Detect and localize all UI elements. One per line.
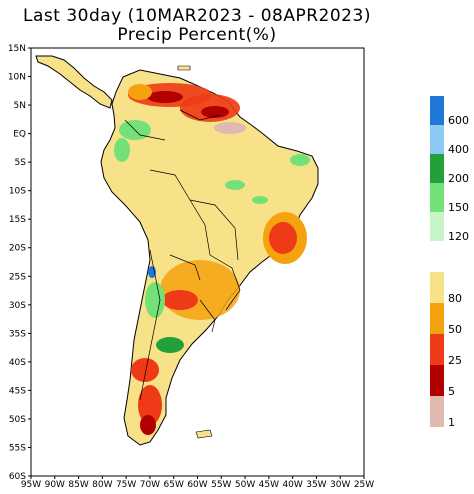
lat-label-30s: 30S bbox=[9, 301, 26, 311]
lon-label-40w: 40W bbox=[282, 480, 302, 490]
lon-label-75w: 75W bbox=[116, 480, 136, 490]
lat-label-45s: 45S bbox=[9, 386, 26, 396]
legend-label-200: 200 bbox=[448, 172, 469, 185]
legend-label-25: 25 bbox=[448, 354, 462, 367]
map-title-line2: Precip Percent(%) bbox=[117, 25, 277, 45]
lon-label-70w: 70W bbox=[140, 480, 160, 490]
lat-label-35s: 35S bbox=[9, 329, 26, 339]
legend-label-120: 120 bbox=[448, 230, 469, 243]
legend-label-80: 80 bbox=[448, 292, 462, 305]
precip-shading bbox=[114, 83, 310, 435]
lat-label-15n: 15N bbox=[8, 44, 26, 54]
lon-label-65w: 65W bbox=[164, 480, 184, 490]
lon-label-95w: 95W bbox=[21, 480, 41, 490]
lat-label-5n: 5N bbox=[14, 101, 26, 111]
lat-label-eq: EQ bbox=[13, 130, 26, 140]
lat-label-5s: 5S bbox=[15, 158, 27, 168]
lon-label-85w: 85W bbox=[68, 480, 88, 490]
caribbean-island bbox=[177, 65, 191, 71]
lat-label-10n: 10N bbox=[8, 73, 26, 83]
legend-swatch-200 bbox=[430, 154, 444, 183]
central-america-landmass bbox=[35, 55, 113, 109]
legend-swatch-150 bbox=[430, 183, 444, 212]
legend-label-50: 50 bbox=[448, 323, 462, 336]
legend-wet-colorbar: 600 400 200 150 120 bbox=[430, 96, 469, 243]
lon-label-60w: 60W bbox=[187, 480, 207, 490]
legend-label-400: 400 bbox=[448, 143, 469, 156]
legend-swatch-400 bbox=[430, 125, 444, 154]
legend-label-1: 1 bbox=[448, 416, 455, 429]
legend-swatch-25 bbox=[430, 334, 444, 365]
lat-label-10s: 10S bbox=[9, 187, 26, 197]
lon-label-90w: 90W bbox=[45, 480, 65, 490]
map-plot-area bbox=[30, 47, 365, 477]
latitude-labels: 15N 10N 5N EQ 5S 10S 15S 20S 25S 30S 35S 40S 45S 50S 5… bbox=[8, 44, 31, 482]
legend-swatch-1 bbox=[430, 396, 444, 427]
map-title-line1: Last 30day (10MAR2023 - 08APR2023) bbox=[23, 6, 371, 26]
lon-label-55w: 55W bbox=[211, 480, 231, 490]
lon-label-30w: 30W bbox=[330, 480, 350, 490]
lon-label-80w: 80W bbox=[92, 480, 112, 490]
lat-label-20s: 20S bbox=[9, 244, 26, 254]
lon-label-35w: 35W bbox=[306, 480, 326, 490]
legend-swatch-600 bbox=[430, 96, 444, 125]
lon-label-25w: 25W bbox=[354, 480, 374, 490]
lat-label-50s: 50S bbox=[9, 415, 26, 425]
legend-dry-colorbar: 80 50 25 5 1 bbox=[430, 272, 462, 429]
longitude-labels: 95W 90W 85W 80W 75W 70W 65W 60W 55W 50W 45W 40W 35W 3… bbox=[21, 476, 374, 490]
legend-swatch-80 bbox=[430, 272, 444, 303]
legend-label-600: 600 bbox=[448, 114, 469, 127]
legend-swatch-5 bbox=[430, 365, 444, 396]
legend-label-5: 5 bbox=[448, 385, 455, 398]
falkland-islands bbox=[195, 429, 213, 439]
legend-swatch-120 bbox=[430, 212, 444, 241]
legend-swatch-50 bbox=[430, 303, 444, 334]
lat-label-25s: 25S bbox=[9, 272, 26, 282]
legend-label-150: 150 bbox=[448, 201, 469, 214]
lon-label-45w: 45W bbox=[259, 480, 279, 490]
lon-label-50w: 50W bbox=[235, 480, 255, 490]
lat-label-55s: 55S bbox=[9, 443, 26, 453]
lat-label-15s: 15S bbox=[9, 215, 26, 225]
south-america-landmass bbox=[100, 69, 319, 446]
lat-label-60s: 60S bbox=[9, 472, 26, 482]
lat-label-40s: 40S bbox=[9, 358, 26, 368]
country-borders bbox=[124, 109, 241, 401]
